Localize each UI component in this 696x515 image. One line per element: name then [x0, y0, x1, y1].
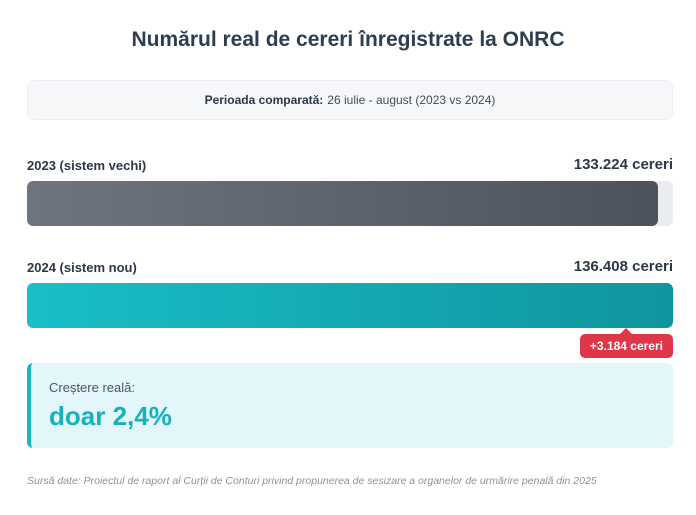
difference-badge: +3.184 cereri	[579, 328, 673, 358]
period-label: Perioada comparată:	[204, 93, 324, 107]
bar-2023	[27, 181, 658, 226]
bar-value-2024: 136.408 cereri	[573, 258, 673, 275]
growth-value: doar 2,4%	[49, 401, 172, 431]
bar-track-2024	[27, 283, 673, 328]
chart-title: Numărul real de cereri înregistrate la O…	[131, 28, 565, 51]
bar-value-2023: 133.224 cereri	[573, 156, 673, 173]
bar-2024	[27, 283, 673, 328]
growth-label: Creștere reală:	[49, 380, 135, 395]
bar-label-2024: 2024 (sistem nou)	[27, 260, 137, 275]
period-box: Perioada comparată: 26 iulie - august (2…	[27, 80, 673, 120]
period-value: 26 iulie - august (2023 vs 2024)	[327, 93, 496, 107]
growth-box: Creștere reală: doar 2,4%	[27, 363, 673, 448]
bar-track-2023	[27, 181, 673, 226]
bar-label-2023: 2023 (sistem vechi)	[27, 158, 147, 173]
source-note: Sursă date: Proiectul de raport al Curți…	[27, 475, 597, 487]
